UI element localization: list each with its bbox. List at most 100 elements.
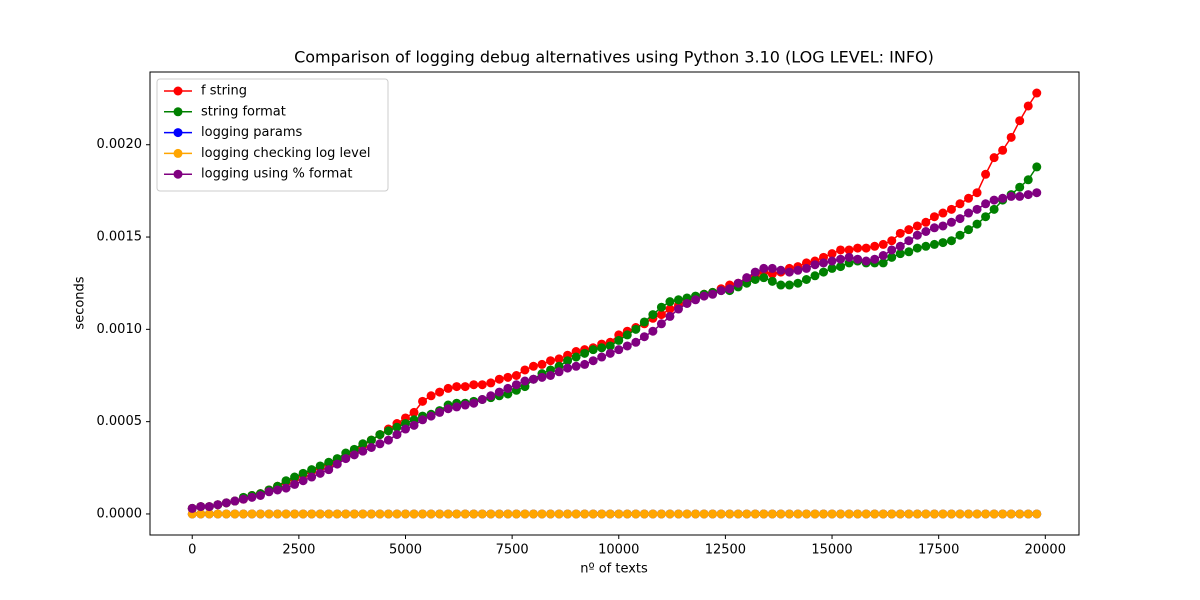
marker <box>383 426 393 436</box>
marker <box>392 430 402 440</box>
marker <box>366 442 376 452</box>
marker <box>750 509 760 519</box>
marker <box>290 472 300 482</box>
marker <box>895 241 905 251</box>
marker <box>537 372 547 382</box>
marker <box>929 239 939 249</box>
marker <box>946 204 956 214</box>
marker <box>503 372 513 382</box>
marker <box>247 492 257 502</box>
legend-marker <box>173 107 183 117</box>
marker <box>622 509 632 519</box>
marker <box>759 273 769 283</box>
marker <box>929 212 939 222</box>
marker <box>349 509 359 519</box>
marker <box>443 404 453 414</box>
marker <box>895 509 905 519</box>
marker <box>435 509 445 519</box>
marker <box>887 509 897 519</box>
marker <box>605 341 615 351</box>
marker <box>981 212 991 222</box>
marker <box>580 509 590 519</box>
marker <box>255 490 265 500</box>
marker <box>861 256 871 266</box>
marker <box>503 383 513 393</box>
marker <box>665 311 675 321</box>
y-tick-label: 0.0000 <box>97 506 143 521</box>
marker <box>528 361 538 371</box>
marker <box>469 398 479 408</box>
marker <box>307 509 317 519</box>
marker <box>819 258 829 268</box>
marker <box>733 509 743 519</box>
x-tick-label: 5000 <box>389 543 422 558</box>
marker <box>656 310 666 320</box>
marker <box>853 254 863 264</box>
marker <box>452 382 462 392</box>
marker <box>887 245 897 255</box>
marker <box>409 407 419 417</box>
marker <box>1015 509 1025 519</box>
marker <box>648 310 658 320</box>
marker <box>375 509 385 519</box>
marker <box>665 509 675 519</box>
marker <box>622 330 632 340</box>
marker <box>912 221 922 231</box>
marker <box>844 252 854 262</box>
marker <box>418 509 428 519</box>
marker <box>520 509 530 519</box>
marker <box>836 245 846 255</box>
marker <box>614 345 624 355</box>
marker <box>708 509 718 519</box>
marker <box>1015 191 1025 201</box>
marker <box>503 509 513 519</box>
marker <box>443 509 453 519</box>
marker <box>281 483 291 493</box>
marker <box>673 295 683 305</box>
marker <box>1015 116 1025 126</box>
marker <box>426 391 436 401</box>
marker <box>494 374 504 384</box>
marker <box>836 254 846 264</box>
marker <box>400 424 410 434</box>
marker <box>656 302 666 312</box>
marker <box>827 509 837 519</box>
marker <box>870 509 880 519</box>
marker <box>895 249 905 259</box>
marker <box>639 509 649 519</box>
legend-label: logging using % format <box>201 167 352 182</box>
legend-marker <box>173 128 183 138</box>
marker <box>656 319 666 329</box>
marker <box>230 496 240 506</box>
marker <box>682 509 692 519</box>
marker <box>836 262 846 272</box>
marker <box>827 263 837 273</box>
marker <box>307 472 317 482</box>
marker <box>725 284 735 294</box>
marker <box>614 335 624 345</box>
marker <box>801 275 811 285</box>
marker <box>204 509 214 519</box>
x-tick-label: 2500 <box>282 543 315 558</box>
marker <box>921 241 931 251</box>
marker <box>477 394 487 404</box>
marker <box>861 509 871 519</box>
marker <box>708 289 718 299</box>
marker <box>1032 88 1042 98</box>
marker <box>418 415 428 425</box>
marker <box>921 509 931 519</box>
marker <box>784 267 794 277</box>
marker <box>426 509 436 519</box>
marker <box>938 238 948 248</box>
marker <box>929 223 939 233</box>
marker <box>290 479 300 489</box>
marker <box>742 273 752 283</box>
marker <box>281 509 291 519</box>
x-tick-label: 20000 <box>1025 543 1066 558</box>
marker <box>981 509 991 519</box>
marker <box>861 243 871 253</box>
marker <box>955 214 965 224</box>
marker <box>964 208 974 218</box>
marker <box>341 509 351 519</box>
legend-label: logging params <box>201 125 302 140</box>
